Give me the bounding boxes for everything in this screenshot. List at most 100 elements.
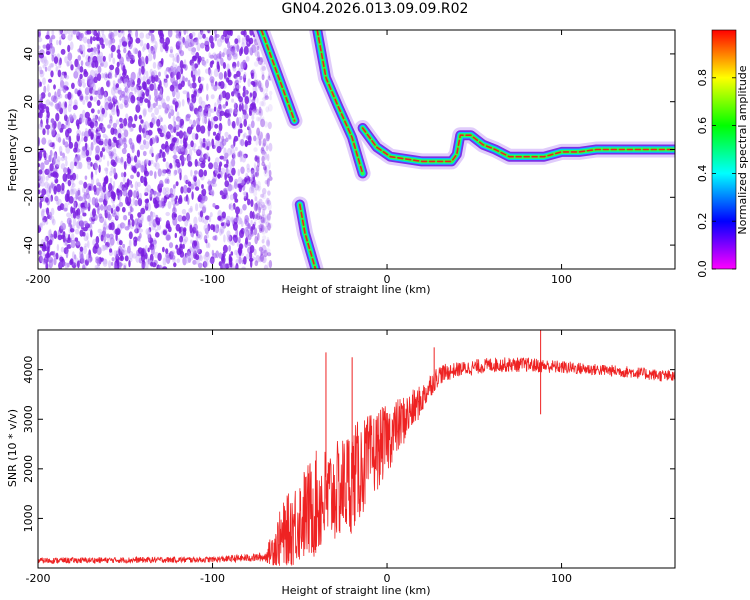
noise-speck [210,94,215,100]
noise-speck [84,95,89,101]
noise-speck [217,116,221,121]
noise-speck [189,59,194,66]
noise-speck [165,187,170,193]
noise-speck [66,60,70,67]
noise-speck [231,184,234,191]
noise-speck [255,254,260,263]
noise-speck [161,102,166,109]
x-tick-label: 100 [551,273,572,286]
noise-speck [213,161,219,170]
noise-speck [63,155,68,161]
noise-speck [243,227,248,234]
noise-speck [169,187,174,195]
noise-speck [197,248,203,255]
noise-speck [99,113,104,122]
noise-speck [90,162,93,167]
noise-speck [105,245,109,250]
noise-speck [103,219,107,226]
noise-speck [127,80,131,85]
noise-speck [249,231,254,237]
noise-speck [200,42,205,49]
noise-speck [160,58,164,65]
noise-speck [141,264,144,269]
noise-speck [188,148,193,157]
noise-speck [121,147,127,155]
noise-speck [82,146,87,152]
noise-speck [90,229,93,238]
noise-speck [164,191,170,197]
noise-speck [155,232,160,238]
noise-speck [197,76,202,84]
noise-speck [188,252,194,261]
noise-speck [137,97,140,107]
noise-speck [103,90,109,98]
noise-speck [191,132,196,140]
noise-speck [67,179,72,187]
noise-speck [196,117,200,126]
noise-speck [199,138,203,145]
noise-speck [65,249,69,259]
noise-speck [41,219,46,226]
noise-speck [262,225,266,231]
noise-speck [220,262,226,269]
noise-speck [157,77,161,83]
noise-speck [129,213,134,221]
noise-speck [130,174,134,179]
noise-speck [115,206,120,212]
noise-speck [122,243,126,248]
noise-speck [143,131,147,139]
noise-speck [48,101,53,106]
noise-speck [193,223,199,231]
noise-speck [84,201,90,208]
noise-speck [225,166,229,176]
noise-speck [220,228,224,235]
noise-speck [146,184,152,192]
noise-speck [53,154,57,162]
noise-speck [148,31,153,36]
noise-speck [69,188,75,196]
y-tick-label: 2000 [22,455,35,483]
noise-speck [117,78,123,84]
noise-speck [191,82,197,89]
noise-speck [52,157,56,165]
noise-speck [52,152,57,160]
noise-speck [265,248,271,254]
noise-speck [264,215,269,221]
noise-speck [137,160,141,167]
noise-speck [195,245,201,253]
noise-speck [92,36,97,42]
noise-speck [213,116,219,122]
noise-speck [169,105,174,111]
noise-speck [41,239,45,245]
noise-speck [219,161,223,167]
noise-speck [45,43,51,51]
noise-speck [60,156,65,162]
noise-speck [118,194,122,203]
noise-speck [190,183,194,190]
noise-speck [162,230,167,236]
noise-speck [111,257,115,262]
noise-speck [253,214,259,220]
noise-speck [104,101,110,111]
noise-speck [72,211,77,219]
noise-speck [236,117,240,126]
noise-speck [53,257,57,266]
noise-speck [102,124,105,133]
noise-speck [58,60,61,66]
noise-speck [260,147,265,154]
noise-speck [165,37,171,46]
noise-speck [169,53,175,58]
noise-speck [38,225,42,233]
noise-speck [267,104,273,112]
noise-speck [254,171,260,177]
noise-speck [216,109,222,117]
noise-speck [180,80,185,88]
noise-speck [123,81,129,88]
colorbar-tick-label: 0.8 [696,69,709,87]
noise-speck [55,112,60,122]
noise-speck [226,219,231,227]
noise-speck [95,256,100,261]
noise-speck [215,138,220,148]
noise-speck [185,212,190,221]
noise-speck [149,149,153,155]
